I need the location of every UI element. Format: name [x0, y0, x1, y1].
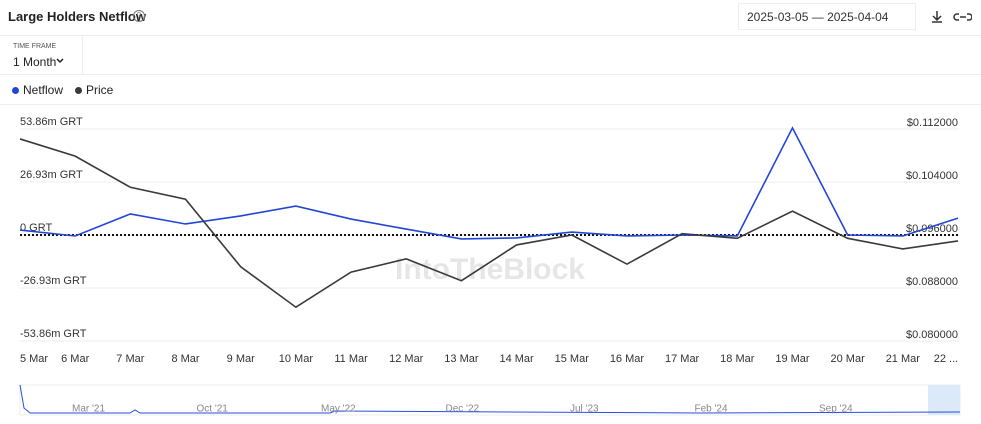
- toolbar-icons[interactable]: [930, 9, 972, 25]
- x-tick-label: 13 Mar: [444, 353, 479, 365]
- navigator-selection: [928, 385, 960, 415]
- legend-item[interactable]: Netflow: [12, 83, 63, 97]
- help-icon[interactable]: ?: [133, 10, 145, 22]
- y2-tick-label: $0.080000: [906, 329, 958, 341]
- y-tick-label: 53.86m GRT: [20, 116, 83, 128]
- navigator-label: Mar '21: [72, 404, 105, 415]
- x-tick-label: 22 ...: [934, 353, 958, 365]
- navigator-label: May '22: [321, 404, 356, 415]
- x-tick-label: 5 Mar: [20, 353, 48, 365]
- title: Large Holders Netflow: [8, 9, 146, 24]
- x-tick-label: 14 Mar: [499, 353, 534, 365]
- navigator-label: Dec '22: [446, 404, 480, 415]
- x-tick-label: 21 Mar: [886, 353, 921, 365]
- x-tick-label: 15 Mar: [555, 353, 590, 365]
- x-tick-label: 17 Mar: [665, 353, 700, 365]
- navigator-label: Jul '23: [570, 404, 599, 415]
- time-frame-value: 1 Month: [13, 55, 57, 69]
- y-tick-label: 0 GRT: [20, 222, 52, 234]
- date-separator: —: [811, 10, 824, 24]
- divider: [0, 74, 981, 75]
- y2-tick-label: $0.096000: [906, 223, 958, 235]
- legend-swatch: [75, 87, 82, 94]
- series-line: [19, 126, 959, 240]
- x-tick-label: 8 Mar: [171, 353, 199, 365]
- navigator-label: Sep '24: [819, 404, 853, 415]
- x-tick-label: 16 Mar: [610, 353, 645, 365]
- y-tick-label: -26.93m GRT: [20, 275, 87, 287]
- legend-swatch: [12, 87, 19, 94]
- date-start: 2025-03-05: [747, 10, 809, 24]
- y-tick-label: -53.86m GRT: [20, 328, 87, 340]
- x-tick-label: 20 Mar: [831, 353, 866, 365]
- divider: [0, 104, 981, 105]
- x-tick-label: 10 Mar: [279, 353, 314, 365]
- navigator: [19, 384, 961, 416]
- chevron: [56, 58, 64, 64]
- legend-label: Price: [86, 83, 114, 97]
- y-tick-label: 26.93m GRT: [20, 169, 83, 181]
- navigator-label: Oct '21: [197, 404, 229, 415]
- x-tick-label: 6 Mar: [61, 353, 89, 365]
- date-range[interactable]: 2025-03-05 — 2025-04-04: [738, 3, 916, 30]
- y2-tick-label: $0.088000: [906, 276, 958, 288]
- x-tick-label: 9 Mar: [227, 353, 255, 365]
- series-line: [19, 138, 959, 309]
- time-frame[interactable]: TIME FRAME 1 Month: [0, 36, 83, 74]
- legend-label: Netflow: [23, 83, 64, 97]
- x-tick-label: 12 Mar: [389, 353, 424, 365]
- watermark: IntoTheBlock: [395, 253, 585, 286]
- x-tick-label: 7 Mar: [116, 353, 144, 365]
- x-tick-label: 19 Mar: [775, 353, 810, 365]
- navigator-line: [19, 384, 961, 414]
- legend-item[interactable]: Price: [75, 83, 113, 97]
- y2-tick-label: $0.104000: [906, 170, 958, 182]
- x-tick-label: 11 Mar: [334, 353, 368, 365]
- y2-tick-label: $0.112000: [907, 117, 958, 129]
- navigator-label: Feb '24: [695, 404, 728, 415]
- x-tick-label: 18 Mar: [720, 353, 755, 365]
- header: Large Holders Netflow ? 2025-03-05 — 202…: [0, 0, 981, 36]
- date-end: 2025-04-04: [827, 10, 889, 24]
- time-frame-label: TIME FRAME: [13, 43, 57, 50]
